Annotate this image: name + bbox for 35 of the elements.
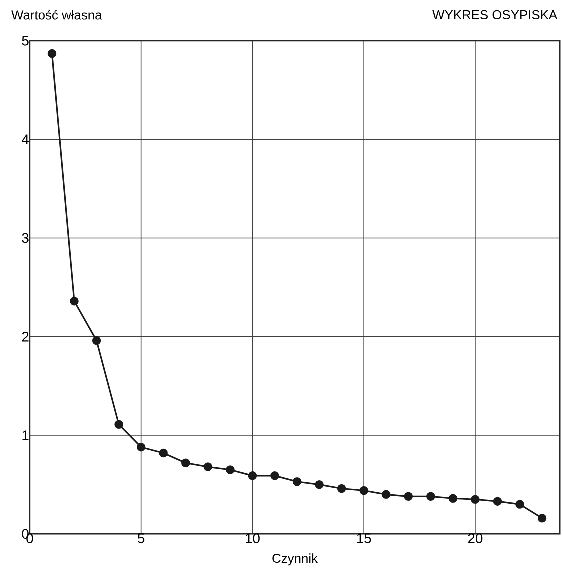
y-tick-label: 3 bbox=[22, 233, 29, 244]
point bbox=[382, 490, 391, 500]
point bbox=[204, 462, 212, 472]
point bbox=[516, 500, 524, 509]
point bbox=[136, 442, 146, 452]
y-tick-label: 4 bbox=[22, 134, 29, 144]
point bbox=[181, 458, 190, 468]
point bbox=[114, 420, 124, 430]
point bbox=[270, 472, 280, 480]
point bbox=[493, 497, 502, 506]
y-axis-title: Wartość własna bbox=[12, 10, 102, 20]
point bbox=[538, 514, 547, 523]
y-tick-label: 5 bbox=[22, 36, 29, 46]
point bbox=[448, 494, 458, 504]
x-tick-label: 15 bbox=[357, 534, 372, 544]
x-axis-title: Czynnik bbox=[272, 554, 318, 566]
point bbox=[159, 448, 168, 458]
point bbox=[337, 484, 346, 494]
point bbox=[471, 495, 480, 504]
point bbox=[48, 49, 57, 58]
y-tick-label: 1 bbox=[22, 430, 29, 440]
x-tick-label: 20 bbox=[468, 534, 483, 544]
point bbox=[360, 486, 368, 496]
point bbox=[315, 480, 324, 490]
point bbox=[292, 477, 302, 486]
point bbox=[92, 336, 102, 346]
y-tick-label: 2 bbox=[22, 332, 29, 342]
point bbox=[70, 296, 79, 306]
point bbox=[248, 472, 258, 480]
x-tick-label: 10 bbox=[246, 534, 260, 544]
chart-title: WYKRES OSYPISKA bbox=[432, 10, 558, 20]
x-tick-label: 5 bbox=[138, 534, 145, 544]
point bbox=[426, 492, 436, 502]
point bbox=[404, 492, 413, 502]
point bbox=[226, 466, 235, 474]
